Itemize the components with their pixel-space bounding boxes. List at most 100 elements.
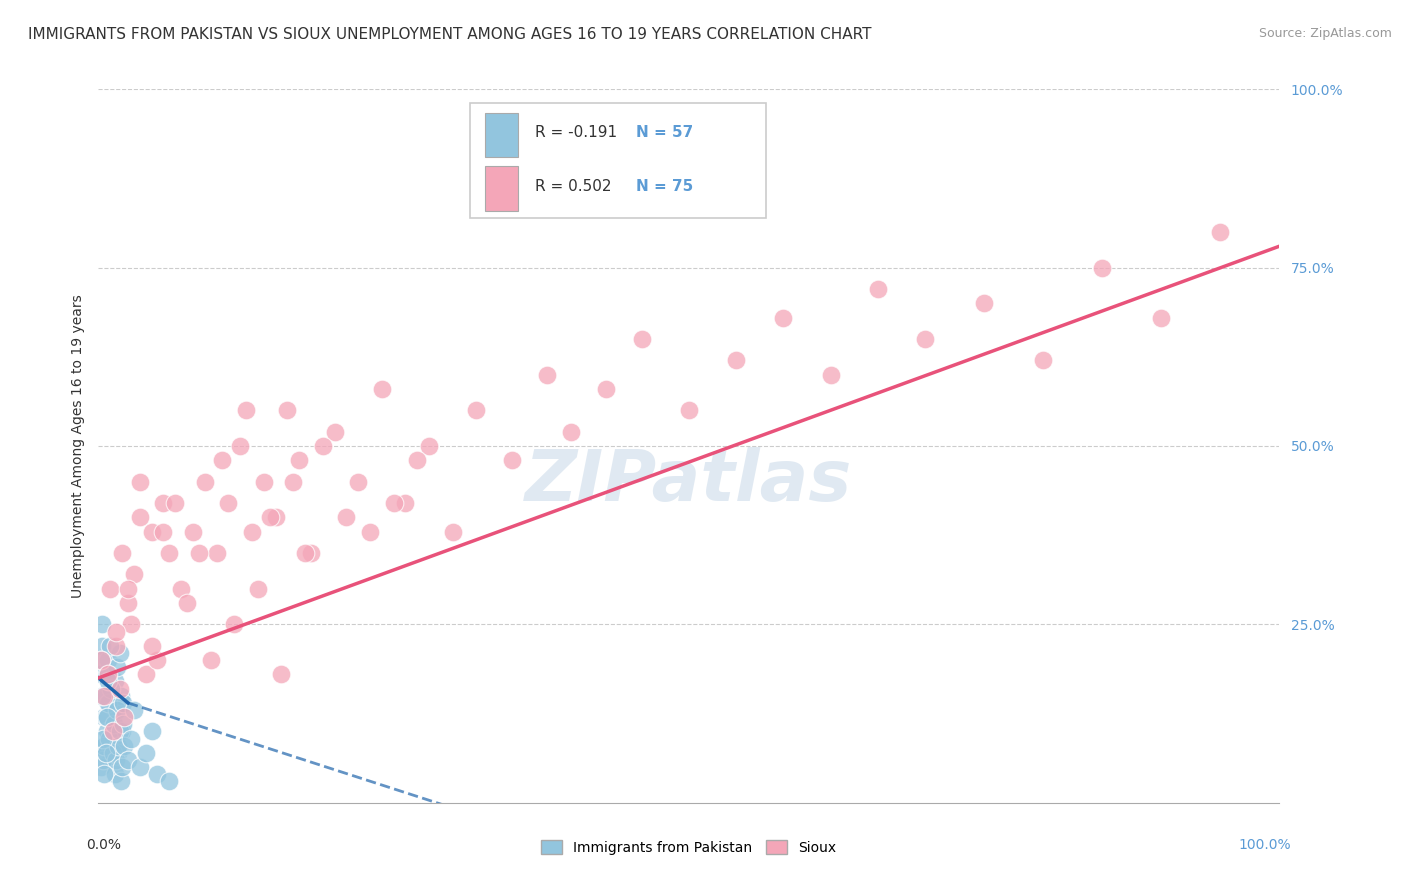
Point	[135, 746, 157, 760]
Point	[235, 403, 257, 417]
Point	[117, 753, 139, 767]
Point	[914, 332, 936, 346]
Point	[772, 310, 794, 325]
Point	[246, 582, 269, 596]
Legend: Immigrants from Pakistan, Sioux: Immigrants from Pakistan, Sioux	[536, 834, 842, 860]
Point	[105, 703, 128, 717]
Point	[108, 724, 131, 739]
Point	[107, 739, 129, 753]
Point	[93, 739, 115, 753]
Point	[382, 496, 405, 510]
Point	[359, 524, 381, 539]
Point	[264, 510, 287, 524]
Point	[93, 689, 115, 703]
Point	[111, 724, 134, 739]
Point	[299, 546, 322, 560]
Point	[91, 731, 114, 746]
Point	[283, 475, 305, 489]
Point	[194, 475, 217, 489]
Point	[394, 496, 416, 510]
Point	[91, 739, 114, 753]
Point	[121, 731, 143, 746]
Point	[165, 496, 187, 510]
Point	[157, 546, 180, 560]
Point	[104, 674, 127, 689]
Point	[1091, 260, 1114, 275]
Point	[112, 739, 135, 753]
Point	[112, 710, 135, 724]
Point	[108, 681, 131, 696]
Point	[111, 546, 134, 560]
Point	[105, 624, 128, 639]
Point	[103, 717, 125, 731]
Point	[224, 617, 246, 632]
Point	[97, 674, 120, 689]
Point	[181, 524, 204, 539]
Point	[560, 425, 582, 439]
Point	[152, 496, 174, 510]
Point	[146, 767, 169, 781]
Point	[441, 524, 464, 539]
Point	[187, 546, 209, 560]
FancyBboxPatch shape	[471, 103, 766, 218]
Point	[253, 475, 276, 489]
Point	[141, 524, 163, 539]
Point	[101, 731, 124, 746]
Point	[312, 439, 335, 453]
Point	[200, 653, 222, 667]
Text: N = 75: N = 75	[636, 178, 693, 194]
Point	[94, 746, 117, 760]
Point	[347, 475, 370, 489]
Point	[98, 739, 121, 753]
Point	[105, 703, 128, 717]
Point	[371, 382, 394, 396]
Point	[112, 717, 135, 731]
Point	[105, 660, 128, 674]
Point	[128, 760, 150, 774]
Point	[270, 667, 292, 681]
Text: N = 57: N = 57	[636, 125, 693, 140]
Point	[91, 617, 114, 632]
Point	[91, 689, 114, 703]
Text: R = 0.502: R = 0.502	[536, 178, 612, 194]
Point	[122, 703, 145, 717]
Point	[176, 596, 198, 610]
Point	[866, 282, 889, 296]
Point	[157, 774, 180, 789]
Point	[128, 475, 150, 489]
Point	[108, 646, 131, 660]
Point	[240, 524, 263, 539]
Point	[820, 368, 842, 382]
Point	[98, 696, 121, 710]
Point	[105, 639, 128, 653]
Point	[205, 546, 228, 560]
Point	[98, 639, 121, 653]
Point	[97, 667, 120, 681]
Point	[94, 689, 117, 703]
Point	[288, 453, 311, 467]
Point	[104, 767, 127, 781]
Point	[97, 653, 120, 667]
Point	[91, 753, 114, 767]
Point	[111, 760, 134, 774]
Point	[536, 368, 558, 382]
Text: 100.0%: 100.0%	[1239, 838, 1291, 853]
Point	[107, 746, 129, 760]
Point	[112, 696, 135, 710]
Point	[98, 731, 121, 746]
Point	[630, 332, 652, 346]
Point	[101, 724, 124, 739]
Point	[141, 639, 163, 653]
Text: ZIPatlas: ZIPatlas	[526, 447, 852, 516]
Point	[259, 510, 281, 524]
Point	[170, 582, 193, 596]
Point	[110, 689, 132, 703]
Point	[93, 767, 115, 781]
Point	[335, 510, 357, 524]
FancyBboxPatch shape	[485, 166, 517, 211]
Point	[323, 425, 346, 439]
Point	[93, 710, 115, 724]
Text: R = -0.191: R = -0.191	[536, 125, 617, 140]
Point	[98, 582, 121, 596]
Point	[117, 582, 139, 596]
